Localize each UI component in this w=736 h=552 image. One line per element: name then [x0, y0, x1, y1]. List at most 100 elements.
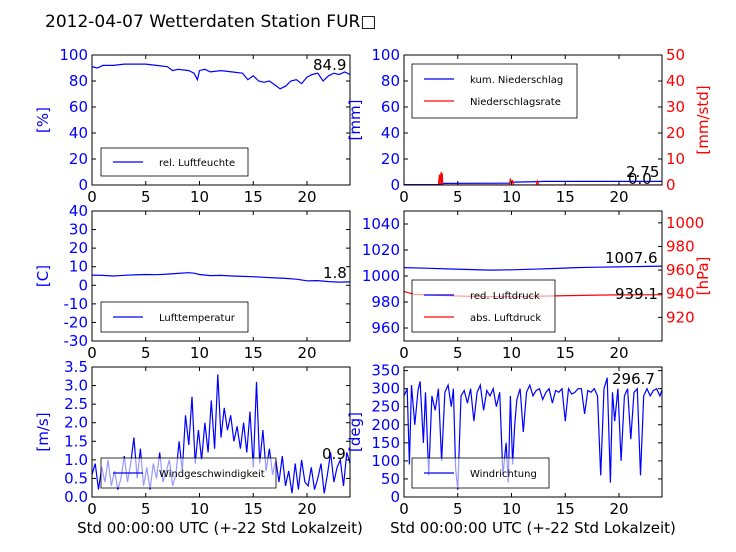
y-tick-label: 1020 [362, 241, 400, 259]
last-value-label: 939.1 [615, 285, 658, 303]
y-tick-label: 2.0 [64, 414, 88, 432]
y-tick-label: 2.5 [64, 395, 88, 413]
x-tick-label: 15 [556, 188, 575, 206]
y-tick-label: -20 [64, 313, 89, 331]
x-tick-label: 0 [87, 344, 97, 362]
y-tick-label: 350 [371, 362, 400, 380]
chart-panel-wind_speed: 0 5 10 15 20 0.00.51.01.52.02.53.03.5 [m/s] Win… [34, 358, 351, 518]
y-tick-label: 100 [59, 46, 88, 64]
legend-label: Niederschlagsrate [470, 97, 561, 108]
series-line-precipitation-1 [404, 171, 662, 185]
x-tick-label: 20 [609, 344, 628, 362]
y-tick-label: 80 [69, 72, 88, 90]
x-tick-label: 5 [453, 188, 463, 206]
legend-label: kum. Niederschlag [470, 75, 563, 86]
x-axis-label-left: Std 00:00:00 UTC (+-22 Std Lokalzeit) [77, 519, 363, 537]
axes-frame [403, 366, 663, 498]
y-axis-label: [deg] [346, 412, 364, 452]
y-tick-label: 0.5 [64, 469, 88, 487]
x-tick-label: 20 [297, 344, 316, 362]
legend-label: Windrichtung [470, 469, 537, 480]
x-tick-label: 10 [502, 188, 521, 206]
y2-tick-label: 920 [666, 308, 695, 326]
series-line-wind_direction-0 [404, 377, 662, 490]
y2-tick-label: 960 [666, 261, 695, 279]
legend-label: red. Luftdruck [470, 291, 540, 302]
legend-box [411, 63, 578, 119]
y-axis-label: [m/s] [34, 412, 52, 451]
x-tick-label: 15 [556, 344, 575, 362]
x-tick-label: 20 [297, 188, 316, 206]
legend-label: Lufttemperatur [159, 313, 236, 324]
x-tick-label: 5 [141, 500, 151, 518]
y2-tick-label: 1000 [666, 214, 704, 232]
axes-frame [91, 54, 351, 186]
y-tick-label: 250 [371, 398, 400, 416]
y-tick-label: 980 [371, 293, 400, 311]
y-tick-label: 0 [390, 176, 400, 194]
y2-tick-label: 0 [666, 176, 676, 194]
y-tick-label: 50 [381, 470, 400, 488]
y2-tick-label: 20 [666, 124, 685, 142]
y-axis-label: [C] [34, 265, 52, 287]
x-axis-label-right: Std 00:00:00 UTC (+-22 Std Lokalzeit) [390, 519, 676, 537]
y-tick-label: 1.5 [64, 432, 88, 450]
y-tick-label: 10 [69, 258, 88, 276]
y-tick-label: 1.0 [64, 451, 88, 469]
last-value-label: 2.75 [626, 163, 659, 181]
y-tick-label: 40 [381, 124, 400, 142]
chart-panel-temperature: 0 5 10 15 20-30-20-10010203040[C]Lufttempera… [34, 202, 351, 362]
y-tick-label: 0.0 [64, 488, 88, 506]
y-tick-label: 20 [69, 150, 88, 168]
x-tick-label: 10 [502, 500, 521, 518]
y-tick-label: 0 [390, 488, 400, 506]
x-tick-label: 15 [556, 500, 575, 518]
axes-frame [403, 54, 663, 186]
chart-panel-humidity: 0 5 10 15 20 0 20 40 60 80 100 [%] rel. Luftfeuchte 8… [34, 46, 351, 206]
legend-box [411, 279, 556, 333]
y-tick-label: 1040 [362, 215, 400, 233]
x-tick-label: 5 [453, 500, 463, 518]
x-tick-label: 15 [244, 500, 263, 518]
y-tick-label: 200 [371, 416, 400, 434]
y-axis-label: [mm] [346, 100, 364, 141]
y-tick-label: 0 [78, 276, 88, 294]
series-line-wind_speed-0 [92, 374, 350, 494]
y-tick-label: -30 [64, 332, 89, 350]
y-tick-label: -10 [64, 295, 89, 313]
series-line-humidity-0 [92, 63, 350, 90]
series-line-pressure-0 [404, 265, 662, 271]
chart-panel-wind_direction: 0 5 10 15 20050100150200250300350[deg]Windri… [346, 362, 663, 518]
x-tick-label: 0 [87, 188, 97, 206]
x-tick-label: 5 [141, 188, 151, 206]
axes-frame [91, 210, 351, 342]
y-tick-label: 150 [371, 434, 400, 452]
legend-label: rel. Luftfeuchte [159, 158, 235, 169]
figure-title: 2012-04-07 Wetterdaten Station FUR□ [45, 12, 376, 32]
y2-tick-label: 940 [666, 285, 695, 303]
last-value-label: 296.7 [612, 370, 655, 388]
x-tick-label: 10 [190, 188, 209, 206]
x-tick-label: 10 [190, 344, 209, 362]
y-tick-label: 100 [371, 452, 400, 470]
x-tick-label: 0 [399, 344, 409, 362]
chart-panel-pressure: 0 5 10 15 20 960 980 1000 1020 1040 920 940 960 980 10… [362, 210, 712, 362]
y-tick-label: 1000 [362, 267, 400, 285]
y-tick-label: 60 [69, 98, 88, 116]
y-tick-label: 300 [371, 380, 400, 398]
x-tick-label: 20 [297, 500, 316, 518]
y-tick-label: 80 [381, 72, 400, 90]
x-tick-label: 10 [502, 344, 521, 362]
legend-label: abs. Luftdruck [470, 313, 541, 324]
x-tick-label: 15 [244, 188, 263, 206]
y-tick-label: 40 [69, 124, 88, 142]
y2-tick-label: 10 [666, 150, 685, 168]
legend-label: Windgeschwindigkeit [159, 469, 265, 480]
last-value-label: 1007.6 [605, 249, 658, 267]
x-tick-label: 0 [399, 188, 409, 206]
x-tick-label: 20 [609, 188, 628, 206]
y2-tick-label: 30 [666, 98, 685, 116]
y-tick-label: 0 [78, 176, 88, 194]
y2-tick-label: 980 [666, 237, 695, 255]
